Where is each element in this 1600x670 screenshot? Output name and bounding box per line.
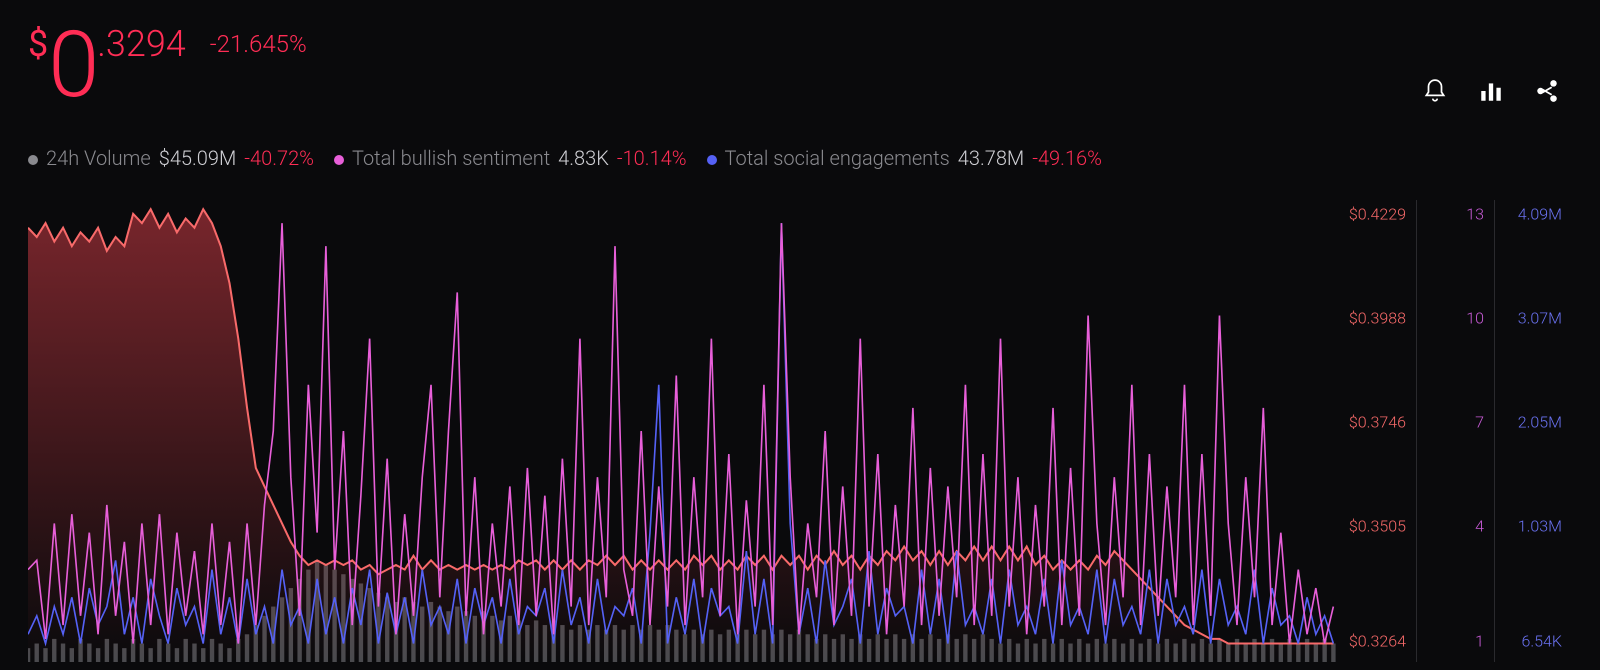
price-header: $ 0 .3294 -21.645% [28, 20, 1572, 112]
axis-tick: 13 [1466, 204, 1484, 223]
axis-tick: 4.09M [1518, 204, 1562, 223]
axis-tick: 1.03M [1518, 516, 1562, 535]
axis-tick: $0.4229 [1349, 204, 1406, 223]
axis-tick: 7 [1475, 412, 1484, 431]
metric-label: 24h Volume [46, 146, 151, 170]
metric-change: -40.72% [244, 146, 314, 170]
chart-area[interactable]: $0.4229 $0.3988 $0.3746 $0.3505 $0.3264 13 10 7… [28, 200, 1572, 662]
metric-dot-icon [707, 155, 717, 165]
y-axis-sentiment: 13 10 7 4 1 [1416, 200, 1494, 662]
axis-tick: $0.3264 [1349, 632, 1406, 651]
price-change-percent: -21.645% [210, 30, 307, 58]
metric-dot-icon [334, 155, 344, 165]
metric-value: 4.83K [558, 146, 609, 170]
axis-tick: $0.3746 [1349, 412, 1406, 431]
metrics-row: 24h Volume $45.09M -40.72% Total bullish se… [28, 146, 1572, 170]
current-price: $ 0 .3294 [28, 20, 186, 112]
metric-item: Total bullish sentiment 4.83K -10.14% [334, 146, 687, 170]
toolbar [1422, 78, 1560, 108]
price-decimal: .3294 [97, 26, 186, 62]
bell-icon[interactable] [1422, 78, 1448, 108]
y-axis-social: 4.09M 3.07M 2.05M 1.03M 6.54K [1494, 200, 1572, 662]
metric-value: $45.09M [159, 146, 237, 170]
axis-tick: 10 [1466, 308, 1484, 327]
axis-tick: $0.3505 [1349, 516, 1406, 535]
axis-tick: 1 [1475, 632, 1484, 651]
share-icon[interactable] [1534, 78, 1560, 108]
chart-panel: $ 0 .3294 -21.645% 24h Volume $45.09M -40.… [0, 0, 1600, 670]
y-axes: $0.4229 $0.3988 $0.3746 $0.3505 $0.3264 13 10 7… [1338, 200, 1572, 662]
metric-label: Total bullish sentiment [352, 146, 550, 170]
metric-item: Total social engagements 43.78M -49.16% [707, 146, 1102, 170]
axis-tick: 4 [1475, 516, 1484, 535]
y-axis-price: $0.4229 $0.3988 $0.3746 $0.3505 $0.3264 [1338, 200, 1416, 662]
metric-label: Total social engagements [725, 146, 950, 170]
metric-item: 24h Volume $45.09M -40.72% [28, 146, 314, 170]
metric-change: -49.16% [1032, 146, 1102, 170]
price-integer: 0 [48, 20, 97, 112]
currency-symbol: $ [28, 26, 48, 62]
metric-value: 43.78M [958, 146, 1024, 170]
metric-change: -10.14% [617, 146, 687, 170]
axis-tick: 3.07M [1518, 308, 1562, 327]
metric-dot-icon [28, 155, 38, 165]
axis-tick: 6.54K [1521, 632, 1562, 651]
axis-tick: $0.3988 [1349, 308, 1406, 327]
bar-chart-icon[interactable] [1478, 78, 1504, 108]
axis-tick: 2.05M [1518, 412, 1562, 431]
